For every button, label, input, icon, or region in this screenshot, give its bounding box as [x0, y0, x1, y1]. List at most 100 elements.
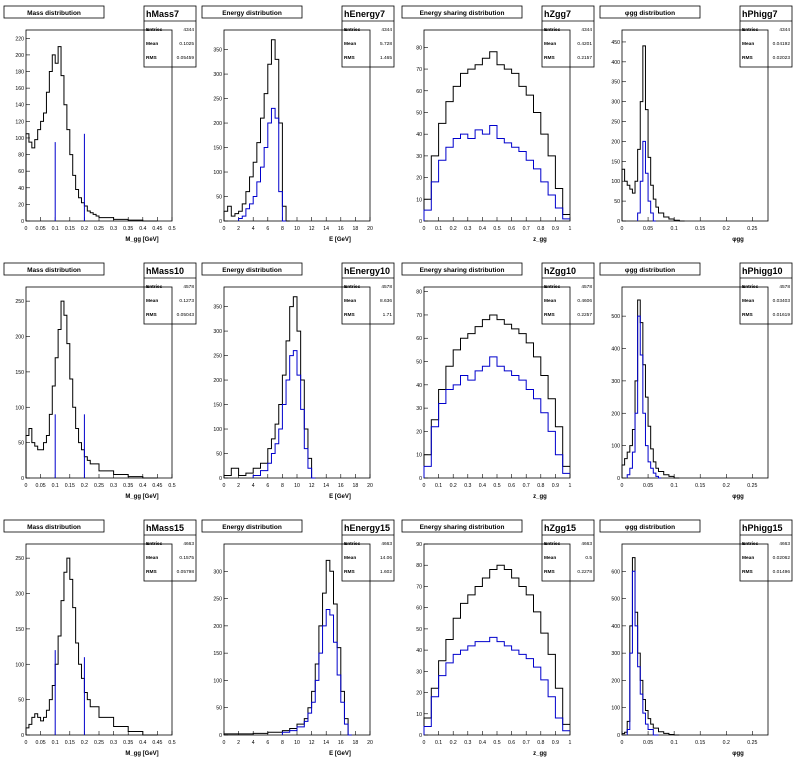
x-tick-label: 8: [281, 740, 284, 746]
x-tick-label: 16: [338, 226, 344, 232]
x-axis-label: E [GeV]: [329, 751, 351, 757]
y-tick-label: 300: [213, 72, 222, 78]
stats-name: hZgg15: [544, 523, 576, 533]
x-tick-label: 6: [266, 226, 269, 232]
x-tick-label: 0.3: [110, 740, 117, 746]
stats-label: Mean: [344, 298, 356, 304]
x-axis-label: z_gg: [533, 494, 547, 500]
y-tick-label: 50: [18, 441, 24, 447]
y-tick-label: 250: [611, 120, 620, 126]
x-tick-label: 0: [223, 226, 226, 232]
stats-value: 0.01496: [773, 569, 791, 575]
x-tick-label: 0.5: [168, 740, 175, 746]
stats-label: RMS: [742, 569, 753, 575]
panel-hEnergy10: Energy distribution hEnergy10Entries 4578M…: [202, 263, 394, 500]
y-tick-label: 50: [416, 627, 422, 633]
y-tick-label: 40: [18, 186, 24, 192]
y-tick-label: 300: [213, 569, 222, 575]
y-tick-label: 50: [416, 110, 422, 116]
stats-label: Mean: [544, 555, 556, 561]
x-tick-label: 0.2: [81, 740, 88, 746]
stats-label: RMS: [146, 55, 157, 61]
y-tick-label: 100: [213, 678, 222, 684]
stats-value: 14.06: [380, 555, 392, 561]
stats-label: RMS: [544, 569, 555, 575]
histogram-series-0: [26, 301, 157, 478]
x-tick-label: 14: [323, 740, 329, 746]
histogram-series-0: [224, 560, 352, 735]
y-tick-label: 180: [15, 70, 24, 76]
y-tick-label: 100: [15, 405, 24, 411]
y-tick-label: 40: [416, 383, 422, 389]
stats-value: 8.636: [380, 298, 392, 304]
y-tick-label: 200: [213, 121, 222, 127]
x-tick-label: 0.25: [747, 740, 757, 746]
x-tick-label: 2: [237, 483, 240, 489]
x-tick-label: 20: [367, 483, 373, 489]
y-tick-label: 200: [15, 335, 24, 341]
x-tick-label: 0.5: [168, 483, 175, 489]
x-tick-label: 16: [338, 740, 344, 746]
y-tick-label: 0: [419, 219, 422, 225]
y-tick-label: 200: [213, 378, 222, 384]
y-tick-label: 80: [416, 45, 422, 51]
y-tick-label: 30: [416, 669, 422, 675]
y-tick-label: 20: [18, 202, 24, 208]
stats-value: 4344: [183, 27, 194, 33]
x-tick-label: 0: [25, 483, 28, 489]
y-tick-label: 70: [416, 584, 422, 590]
x-axis-label: M_gg [GeV]: [125, 237, 158, 243]
stats-label: RMS: [344, 55, 355, 61]
x-tick-label: 0.45: [152, 740, 162, 746]
panel-title: Energy sharing distribution: [420, 524, 505, 531]
stats-name: hMass7: [146, 9, 179, 19]
histogram-series-0: [622, 558, 679, 735]
x-axis-label: φgg: [732, 494, 744, 500]
stats-label: RMS: [544, 312, 555, 318]
histogram-grid: Mass distribution hMass7 Entries 4344 Mean 0.…: [0, 0, 796, 768]
stats-value: 4578: [183, 284, 194, 290]
x-tick-label: 0: [223, 483, 226, 489]
y-tick-label: 250: [15, 299, 24, 305]
y-tick-label: 50: [416, 360, 422, 366]
y-tick-label: 0: [617, 733, 620, 739]
x-tick-label: 0.4: [479, 740, 486, 746]
y-tick-label: 20: [416, 176, 422, 182]
x-tick-label: 0.25: [94, 740, 104, 746]
x-tick-label: 0: [423, 226, 426, 232]
stats-label: Mean: [544, 41, 556, 47]
stats-value: 0.01619: [773, 312, 791, 318]
stats-value: 0.02023: [773, 55, 791, 61]
x-tick-label: 0.2: [450, 483, 457, 489]
x-tick-label: 18: [353, 740, 359, 746]
y-tick-label: 400: [611, 60, 620, 66]
panel-title: φgg distribution: [625, 267, 675, 274]
y-tick-label: 60: [416, 336, 422, 342]
x-tick-label: 0.25: [94, 483, 104, 489]
panel-title: Energy sharing distribution: [420, 267, 505, 274]
y-tick-label: 400: [611, 624, 620, 630]
y-tick-label: 150: [15, 370, 24, 376]
x-axis-label: M_gg [GeV]: [125, 751, 158, 757]
x-tick-label: 0.05: [36, 226, 46, 232]
stats-label: RMS: [742, 312, 753, 318]
histogram-series-0: [622, 300, 679, 478]
x-tick-label: 0.3: [464, 226, 471, 232]
stats-name: hEnergy15: [344, 523, 390, 533]
stats-value: 0.4606: [577, 298, 592, 304]
x-tick-label: 14: [323, 226, 329, 232]
y-tick-label: 160: [15, 86, 24, 92]
stats-label: RMS: [344, 569, 355, 575]
y-tick-label: 200: [611, 678, 620, 684]
panel-hEnergy15: Energy distribution hEnergy15Entries 4663M…: [202, 520, 394, 757]
y-tick-label: 400: [611, 347, 620, 353]
stats-label: Mean: [146, 298, 158, 304]
x-tick-label: 1: [569, 226, 572, 232]
x-tick-label: 0.45: [152, 483, 162, 489]
x-tick-label: 0: [621, 226, 624, 232]
y-tick-label: 250: [213, 597, 222, 603]
y-tick-label: 80: [18, 153, 24, 159]
y-tick-label: 0: [219, 476, 222, 482]
x-tick-label: 8: [281, 226, 284, 232]
panel-hZgg10: Energy sharing distribution hZgg10Entries…: [402, 263, 594, 500]
